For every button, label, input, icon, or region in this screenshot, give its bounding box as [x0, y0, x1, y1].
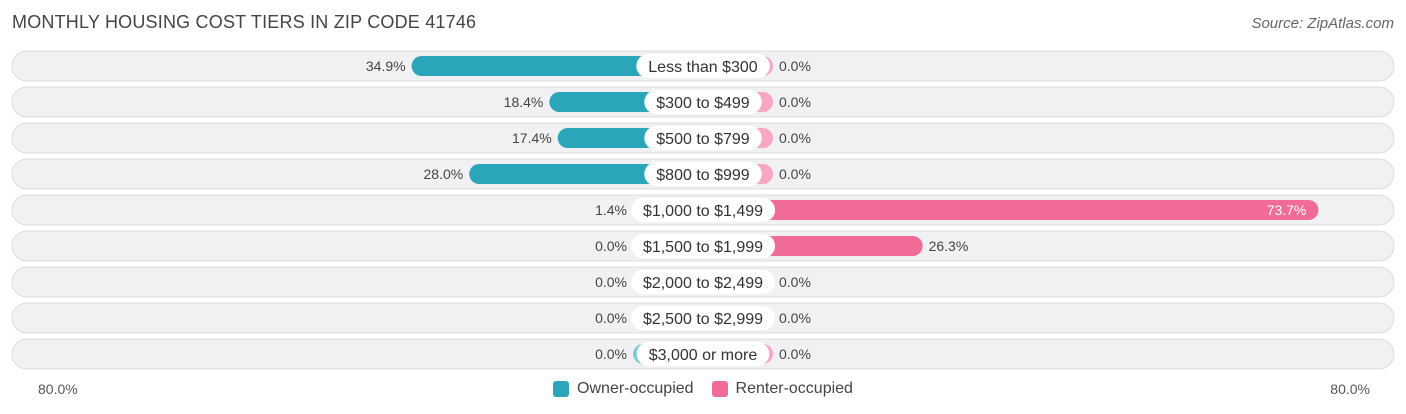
renter-value-label: 0.0% — [779, 310, 811, 326]
legend-label-owner: Owner-occupied — [577, 380, 694, 397]
renter-value-label: 0.0% — [779, 346, 811, 362]
category-pill — [630, 270, 776, 294]
owner-bar — [469, 164, 703, 184]
category-label: $3,000 or more — [649, 347, 758, 364]
owner-value-label: 28.0% — [423, 166, 463, 182]
category-label: Less than $300 — [648, 59, 758, 76]
category-pill — [644, 162, 762, 186]
owner-value-label: 0.0% — [595, 274, 627, 290]
renter-value-label: 73.7% — [1267, 202, 1307, 218]
owner-value-label: 18.4% — [504, 94, 544, 110]
category-label: $2,500 to $2,999 — [643, 311, 763, 328]
owner-value-label: 0.0% — [595, 238, 627, 254]
owner-value-label: 0.0% — [595, 310, 627, 326]
legend-swatch-renter — [711, 381, 728, 397]
owner-bar — [411, 56, 703, 76]
renter-value-label: 0.0% — [779, 94, 811, 110]
owner-value-label: 34.9% — [366, 58, 406, 74]
category-label: $300 to $499 — [656, 95, 750, 112]
chart-source: Source: ZipAtlas.com — [1251, 15, 1394, 32]
owner-value-label: 17.4% — [512, 130, 552, 146]
category-label: $500 to $799 — [656, 131, 750, 148]
category-label: $1,500 to $1,999 — [643, 239, 763, 256]
category-label: $800 to $999 — [656, 167, 750, 184]
legend-item-owner: Owner-occupied — [553, 380, 694, 398]
category-pill — [636, 342, 770, 366]
category-pill — [630, 234, 776, 258]
legend: Owner-occupied Renter-occupied — [0, 380, 1406, 398]
renter-value-label: 0.0% — [779, 166, 811, 182]
legend-item-renter: Renter-occupied — [711, 380, 853, 398]
renter-bar — [703, 200, 1319, 220]
renter-value-label: 0.0% — [779, 274, 811, 290]
category-pill — [644, 126, 762, 150]
category-label: $1,000 to $1,499 — [643, 203, 763, 220]
legend-swatch-owner — [553, 381, 570, 397]
category-pill — [630, 198, 776, 222]
category-pill — [630, 306, 776, 330]
owner-value-label: 1.4% — [595, 202, 627, 218]
renter-value-label: 0.0% — [779, 130, 811, 146]
owner-value-label: 0.0% — [595, 346, 627, 362]
legend-label-renter: Renter-occupied — [735, 380, 853, 397]
category-pill — [636, 54, 770, 78]
category-label: $2,000 to $2,499 — [643, 275, 763, 292]
renter-value-label: 26.3% — [929, 238, 969, 254]
chart-title: MONTHLY HOUSING COST TIERS IN ZIP CODE 4… — [12, 12, 477, 32]
renter-value-label: 0.0% — [779, 58, 811, 74]
axis-right-label: 80.0% — [1330, 381, 1370, 397]
axis-left-label: 80.0% — [38, 381, 78, 397]
category-pill — [644, 90, 762, 114]
